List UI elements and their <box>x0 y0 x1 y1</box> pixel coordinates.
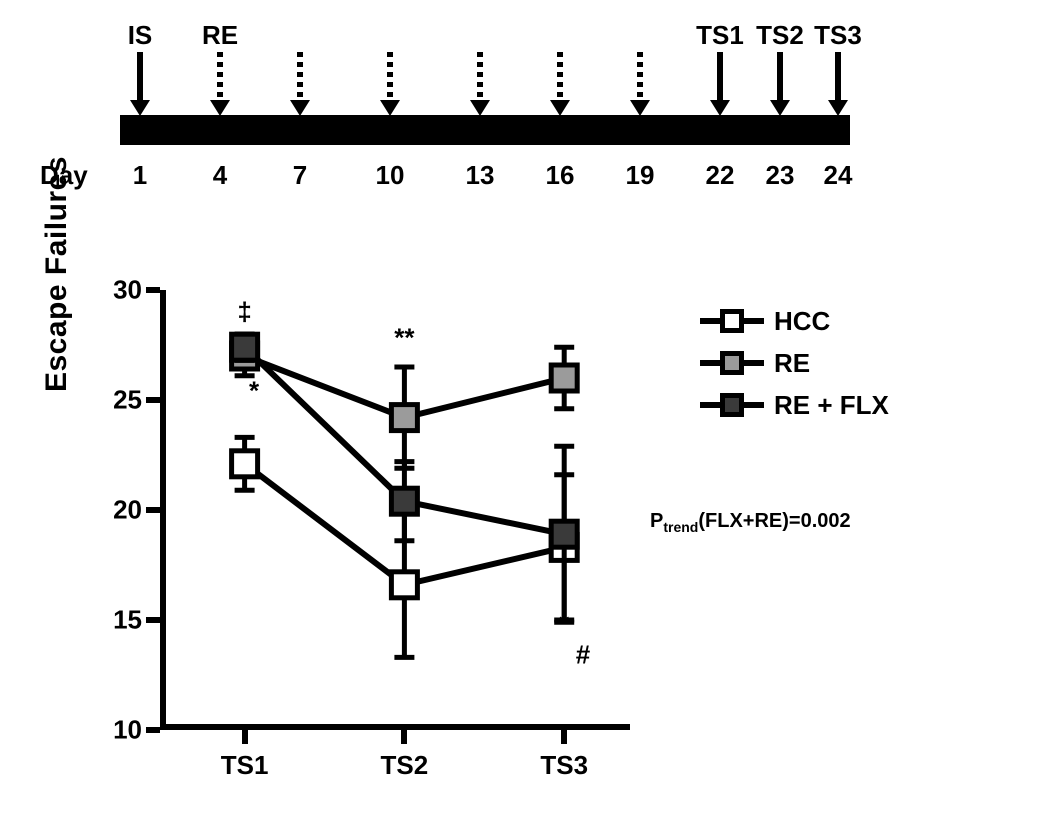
chart-plot-area: 1015202530 TS1TS2TS3 ‡****# <box>160 290 630 730</box>
chart-annotation: * <box>559 609 569 640</box>
timeline-day-number: 16 <box>546 160 575 191</box>
legend-item: RE <box>700 342 960 384</box>
chart-xtick <box>242 730 248 744</box>
chart-marker <box>391 488 417 514</box>
chart-y-axis-label: Escape Failures <box>40 156 74 392</box>
chart: Escape Failures 1015202530 TS1TS2TS3 ‡**… <box>90 280 970 800</box>
chart-marker <box>391 572 417 598</box>
chart-marker <box>551 521 577 547</box>
legend-item: RE + FLX <box>700 384 960 426</box>
timeline-day-number: 19 <box>626 160 655 191</box>
page-root: Day IS1RE4710131619TS122TS223TS324 Escap… <box>0 0 1050 820</box>
chart-ytick <box>146 727 160 733</box>
chart-xtick <box>401 730 407 744</box>
chart-data-svg <box>160 290 630 730</box>
chart-annotation: ** <box>394 323 414 354</box>
chart-ytick-label: 25 <box>98 385 142 416</box>
timeline-day-number: 24 <box>824 160 853 191</box>
legend-swatch <box>700 391 764 419</box>
chart-ytick-label: 30 <box>98 275 142 306</box>
legend-label: RE + FLX <box>774 390 889 421</box>
timeline-day-number: 4 <box>213 160 227 191</box>
chart-xtick-label: TS3 <box>540 750 588 781</box>
timeline-event-label: TS2 <box>756 20 804 51</box>
timeline-day-number: 7 <box>293 160 307 191</box>
chart-ytick-label: 10 <box>98 715 142 746</box>
timeline: Day IS1RE4710131619TS122TS223TS324 <box>120 20 850 210</box>
chart-marker <box>232 451 258 477</box>
timeline-event-label: TS3 <box>814 20 862 51</box>
timeline-day-number: 23 <box>766 160 795 191</box>
chart-annotation: * <box>249 376 259 407</box>
timeline-event-label: RE <box>202 20 238 51</box>
timeline-day-number: 13 <box>466 160 495 191</box>
timeline-bar <box>120 115 850 145</box>
chart-xtick-label: TS1 <box>221 750 269 781</box>
chart-ytick <box>146 397 160 403</box>
timeline-event-label: IS <box>128 20 153 51</box>
chart-legend: HCC RE RE + FLX <box>700 300 960 426</box>
chart-ytick <box>146 507 160 513</box>
chart-ytick <box>146 617 160 623</box>
timeline-day-number: 10 <box>376 160 405 191</box>
chart-marker <box>232 334 258 360</box>
timeline-day-number: 22 <box>706 160 735 191</box>
chart-xtick <box>561 730 567 744</box>
chart-annotation: # <box>576 640 590 671</box>
chart-xtick-label: TS2 <box>381 750 429 781</box>
legend-item: HCC <box>700 300 960 342</box>
chart-ytick <box>146 287 160 293</box>
chart-ytick-label: 20 <box>98 495 142 526</box>
chart-marker <box>551 365 577 391</box>
chart-ptrend-text: Ptrend(FLX+RE)=0.002 <box>650 510 851 535</box>
legend-label: HCC <box>774 306 830 337</box>
chart-marker <box>391 405 417 431</box>
legend-label: RE <box>774 348 810 379</box>
timeline-day-number: 1 <box>133 160 147 191</box>
chart-annotation: ‡ <box>237 297 251 328</box>
timeline-event-label: TS1 <box>696 20 744 51</box>
legend-swatch <box>700 307 764 335</box>
chart-ytick-label: 15 <box>98 605 142 636</box>
legend-swatch <box>700 349 764 377</box>
